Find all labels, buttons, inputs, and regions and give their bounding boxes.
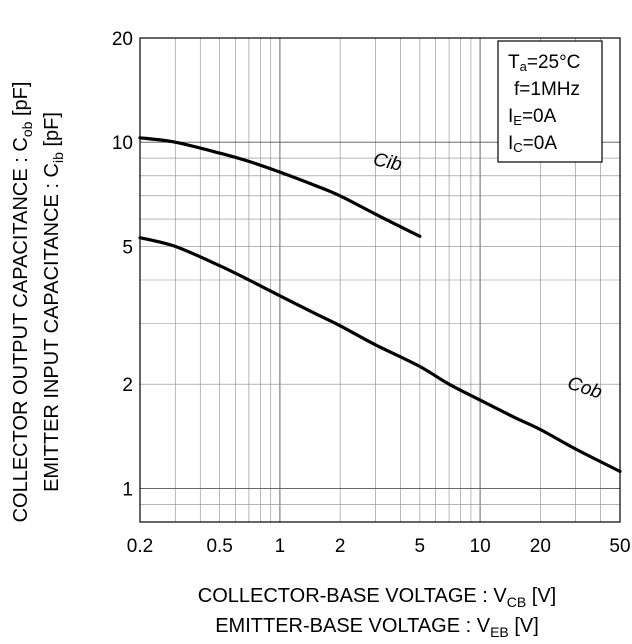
x-axis-label: COLLECTOR-BASE VOLTAGE : VCB [V] EMITTER-… [198,585,556,640]
x-tick-label: 20 [530,536,551,557]
x-axis-label-line: EMITTER-BASE VOLTAGE : VEB [V] [215,615,539,640]
condition-line: f=1MHz [514,79,580,100]
x-tick-label: 0.5 [206,536,232,557]
y-tick-labels: 1 2 5 10 20 [112,29,133,500]
curve-labels: Cib Cob [371,149,604,403]
x-axis-label-line: COLLECTOR-BASE VOLTAGE : VCB [V] [198,585,556,610]
y-axis-label-line: EMITTER INPUT CAPACITANCE : Cib [pF] [41,112,66,492]
y-axis-label: COLLECTOR OUTPUT CAPACITANCE : Cob [pF]E… [10,82,66,523]
y-tick-label: 20 [112,29,133,50]
condition-line: Ta=25°C [508,52,580,74]
x-tick-labels: 0.2 0.5 1 2 5 10 20 50 [127,536,631,557]
x-tick-label: 5 [415,536,426,557]
x-tick-label: 1 [275,536,286,557]
series-line-cib [138,136,422,238]
y-tick-label: 10 [112,133,133,154]
y-axis-label-line: COLLECTOR OUTPUT CAPACITANCE : Cob [pF] [10,82,35,523]
x-tick-label: 0.2 [127,536,153,557]
series-line-cob [138,236,622,473]
conditions-frame [497,40,603,163]
series-label-cob: Cob [565,373,605,404]
y-tick-label: 5 [122,237,133,258]
curves [138,136,622,473]
y-tick-label: 1 [122,479,133,500]
condition-line: IC=0A [508,133,557,155]
x-tick-label: 50 [609,536,630,557]
x-tick-label: 2 [335,536,346,557]
x-tick-label: 10 [470,536,491,557]
conditions-box: Ta=25°C f=1MHz IE=0A IC=0A [497,40,603,163]
condition-line: IE=0A [508,106,557,128]
series-label-cib: Cib [371,149,403,175]
y-tick-label: 2 [122,375,133,396]
plot-frame [139,37,621,523]
